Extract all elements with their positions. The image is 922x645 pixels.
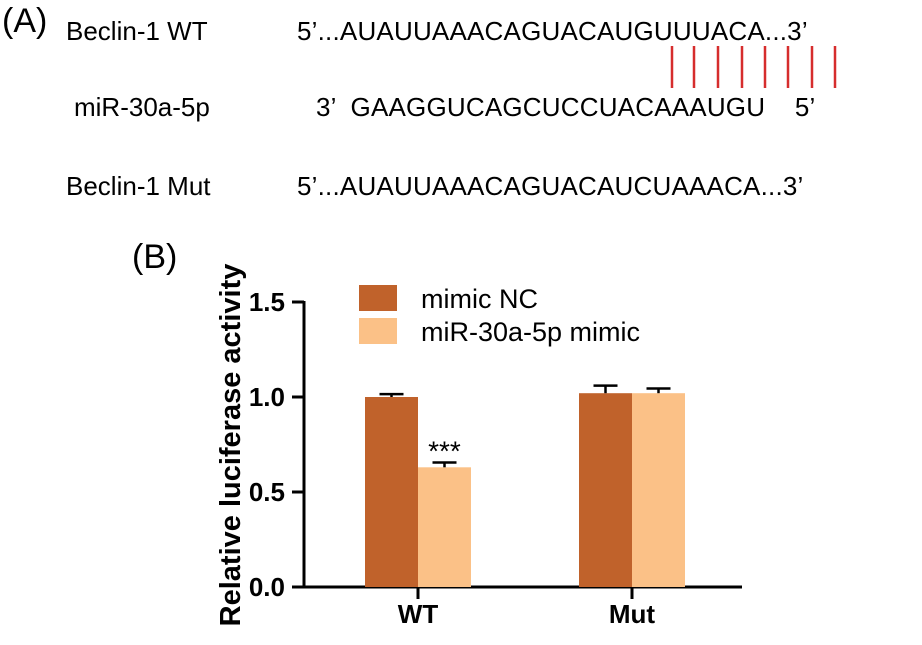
sequence-beclin-mut: 5’...AUAUUAAACAGUACAUCUAAACA...3’	[297, 171, 804, 201]
sequence-beclin-wt: 5’...AUAUUAAACAGUACAUGUUUACA...3’	[297, 16, 808, 46]
base-pairing-lines	[670, 46, 837, 88]
y-tick-label: 0.0	[249, 572, 285, 602]
significance-label: ***	[428, 436, 461, 467]
legend-swatch	[359, 318, 397, 344]
bar-mut-mir-mimic	[632, 393, 685, 587]
legend-label: miR-30a-5p mimic	[421, 317, 640, 347]
y-axis-title: Relative luciferase activity	[215, 264, 247, 627]
y-tick-label: 0.5	[249, 477, 285, 507]
y-tick-label: 1.0	[249, 382, 285, 412]
x-tick-label: Mut	[609, 599, 656, 629]
bar-wt-mimic-nc	[365, 397, 418, 587]
row-name-beclin-wt: Beclin-1 WT	[66, 16, 208, 46]
x-tick-label: WT	[398, 599, 439, 629]
legend-swatch	[359, 285, 397, 311]
bar-mut-mimic-nc	[579, 393, 632, 587]
bar-wt-mir-mimic	[418, 467, 471, 587]
y-tick-label: 1.5	[249, 287, 285, 317]
legend-label: mimic NC	[421, 284, 538, 314]
panel-a-label: (A)	[2, 2, 48, 40]
panel-b-label: (B)	[132, 238, 178, 276]
sequence-mir: 3’ GAAGGUCAGCUCCUACAAAUGU 5’	[316, 92, 816, 122]
row-name-mir: miR-30a-5p	[74, 92, 210, 122]
row-name-beclin-mut: Beclin-1 Mut	[66, 171, 211, 201]
